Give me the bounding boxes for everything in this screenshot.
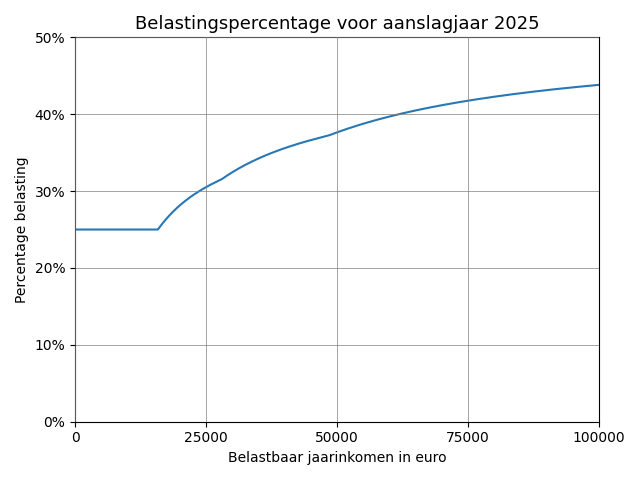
Title: Belastingspercentage voor aanslagjaar 2025: Belastingspercentage voor aanslagjaar 20… bbox=[134, 15, 539, 33]
X-axis label: Belastbaar jaarinkomen in euro: Belastbaar jaarinkomen in euro bbox=[228, 451, 446, 465]
Y-axis label: Percentage belasting: Percentage belasting bbox=[15, 156, 29, 303]
